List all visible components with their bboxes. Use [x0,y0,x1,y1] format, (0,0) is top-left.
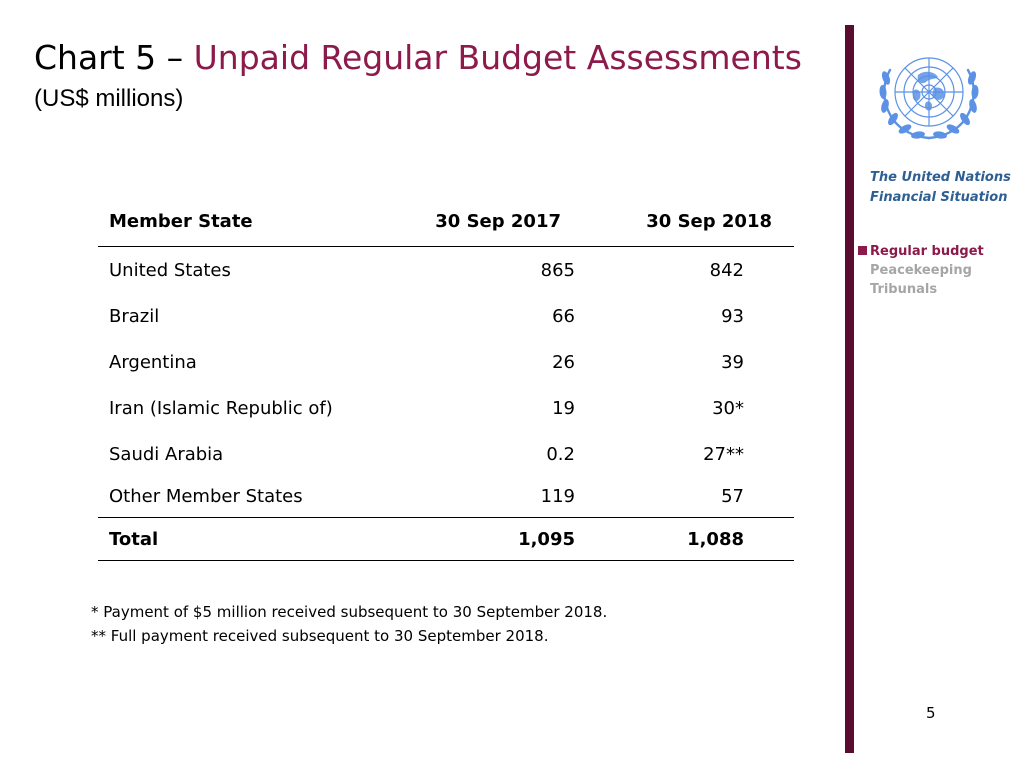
sidebar-item-label: Tribunals [870,282,938,297]
slide-title-prefix: Chart 5 – [34,38,194,77]
footnote: * Payment of $5 million received subsequ… [91,600,607,624]
sidebar-item-tribunals[interactable]: Tribunals [857,280,984,299]
footnotes: * Payment of $5 million received subsequ… [91,600,607,648]
slide-title: Chart 5 – Unpaid Regular Budget Assessme… [34,38,802,78]
table-row: Iran (Islamic Republic of) 19 30* [98,385,794,431]
header-2018: 30 Sep 2018 [583,197,794,247]
un-emblem-icon [879,57,979,140]
cell-total-2017: 1,095 [405,517,583,561]
table-row: Brazil 66 93 [98,293,794,339]
cell-member-state: United States [109,259,231,281]
cell-2018: 27** [703,443,744,465]
table-row: Saudi Arabia 0.2 27** [98,431,794,477]
cell-2018: 30* [712,397,744,419]
cell-2018: 57 [721,486,744,507]
page-number: 5 [926,704,936,722]
sidebar-item-label: Regular budget [870,244,984,259]
table-header-row: Member State 30 Sep 2017 30 Sep 2018 [98,197,794,247]
cell-2018: 93 [721,305,744,327]
cell-member-state: Argentina [109,351,197,373]
vertical-divider-bar [845,25,854,753]
footnote-mark: * [91,603,99,621]
active-marker-icon [858,246,867,255]
table-row: Other Member States 119 57 [98,477,794,518]
cell-2017: 66 [552,305,575,327]
footnote-text: Full payment received subsequent to 30 S… [106,627,549,645]
cell-2017: 26 [552,351,575,373]
cell-2018: 39 [721,351,744,373]
cell-2017: 0.2 [546,443,575,465]
header-member-state: Member State [98,197,405,247]
slide-title-main: Unpaid Regular Budget Assessments [193,38,802,77]
footnote-mark: ** [91,627,106,645]
slide-subtitle: (US$ millions) [34,85,184,112]
table-row: Argentina 26 39 [98,339,794,385]
footnote-text: Payment of $5 million received subsequen… [98,603,608,621]
sidebar-title: The United Nations Financial Situation [870,168,1011,208]
sidebar-title-line1: The United Nations [870,170,1011,185]
cell-2017: 119 [540,486,575,507]
sidebar-nav: Regular budget Peacekeeping Tribunals [857,242,984,299]
cell-total-label: Total [98,517,405,561]
cell-member-state: Brazil [109,305,160,327]
cell-2017: 865 [540,259,575,281]
cell-2018: 842 [709,259,744,281]
unpaid-assessments-table: Member State 30 Sep 2017 30 Sep 2018 Uni… [98,197,794,561]
sidebar-title-line2: Financial Situation [870,190,1008,205]
cell-member-state: Saudi Arabia [109,443,224,465]
cell-member-state: Iran (Islamic Republic of) [109,397,333,419]
sidebar-item-regular-budget[interactable]: Regular budget [857,242,984,261]
table-row: United States 865 842 [98,247,794,294]
cell-total-2018: 1,088 [583,517,794,561]
footnote: ** Full payment received subsequent to 3… [91,624,607,648]
sidebar-item-label: Peacekeeping [870,263,972,278]
sidebar-item-peacekeeping[interactable]: Peacekeeping [857,261,984,280]
cell-2017: 19 [552,397,575,419]
cell-member-state: Other Member States [109,486,303,507]
header-2017: 30 Sep 2017 [405,197,583,247]
table-total-row: Total 1,095 1,088 [98,517,794,561]
